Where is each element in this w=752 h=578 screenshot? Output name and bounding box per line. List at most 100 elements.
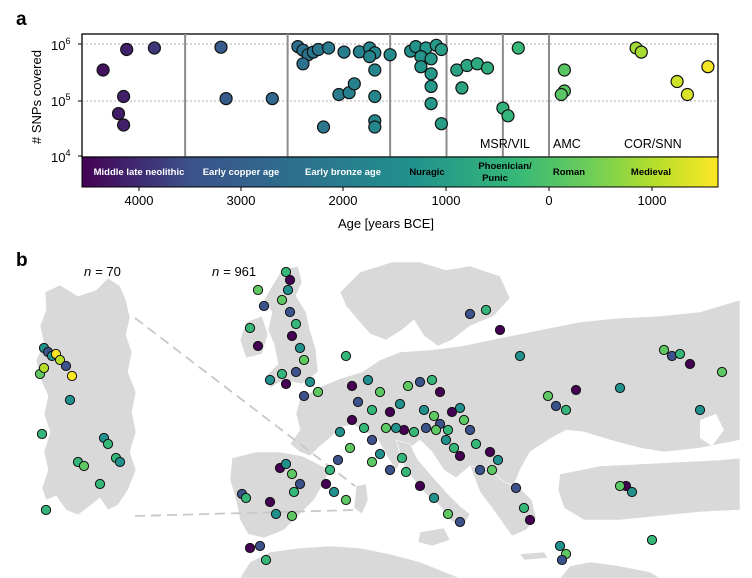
map-sample-point — [252, 340, 264, 352]
map-sample-point — [448, 442, 460, 454]
map-sample-point — [284, 274, 296, 286]
map-sample-point — [394, 398, 406, 410]
map-sample-point — [408, 426, 420, 438]
data-points — [96, 38, 715, 134]
map-sample-point — [240, 492, 252, 504]
map-sample-point — [396, 452, 408, 464]
data-point — [265, 91, 279, 106]
group-label-amc: AMC — [553, 137, 581, 151]
x-tick-2000: 2000 — [329, 193, 358, 208]
map-sample-point — [346, 380, 358, 392]
map-sample-point — [334, 426, 346, 438]
map-sample-point — [510, 482, 522, 494]
data-point — [501, 109, 515, 123]
map-sample-point — [36, 428, 48, 440]
y-tick-1e6: 106 — [51, 36, 70, 53]
sample-map: n = 70 n = 961 — [34, 261, 741, 578]
map-sample-point — [344, 442, 356, 454]
map-sample-point — [324, 464, 336, 476]
data-point — [383, 48, 397, 62]
map-sample-point — [486, 464, 498, 476]
map-sample-point — [258, 300, 270, 312]
map-sample-point — [418, 404, 430, 416]
map-sample-point — [294, 342, 306, 354]
map-sample-point — [454, 516, 466, 528]
map-sample-point — [554, 540, 566, 552]
map-sample-point — [484, 446, 496, 458]
data-point — [557, 63, 572, 77]
map-sample-point — [420, 422, 432, 434]
data-point — [322, 41, 336, 55]
period-colorbar — [81, 156, 719, 188]
map-sample-point — [54, 354, 66, 366]
data-point — [219, 91, 233, 106]
data-point — [414, 60, 428, 74]
data-point — [670, 74, 684, 89]
map-sample-point — [254, 540, 266, 552]
sardinia-map — [35, 277, 137, 516]
data-point — [96, 63, 110, 77]
zoom-line-bottom — [134, 509, 355, 517]
europe-map — [229, 261, 741, 578]
map-sample-point — [492, 454, 504, 466]
map-sample-point — [614, 480, 626, 492]
map-sample-point — [524, 514, 536, 526]
map-sample-point — [358, 422, 370, 434]
map-sample-point — [518, 502, 530, 514]
data-point — [116, 118, 131, 132]
map-sample-point — [658, 344, 670, 356]
period-phoenician-punic-line2: Punic — [482, 173, 508, 184]
map-sample-point — [280, 266, 292, 278]
period-early-copper-age: Early copper age — [203, 167, 280, 178]
map-sample-point — [626, 486, 638, 498]
map-sample-points — [34, 266, 728, 566]
map-sample-point — [400, 466, 412, 478]
map-sample-point — [284, 306, 296, 318]
map-sample-point — [352, 396, 364, 408]
data-point — [434, 117, 448, 131]
data-point — [480, 61, 495, 75]
data-point — [316, 120, 331, 134]
data-point — [120, 42, 134, 57]
map-sample-point — [244, 542, 256, 554]
panel-a-letter: a — [16, 9, 27, 30]
map-sample-point — [442, 424, 454, 436]
map-sample-point — [480, 304, 492, 316]
map-sample-point — [426, 374, 438, 386]
map-sample-point — [428, 410, 440, 422]
map-sample-point — [286, 330, 298, 342]
map-sample-point — [78, 460, 90, 472]
period-nuragic: Nuragic — [409, 167, 444, 178]
period-middle-late-neolithic: Middle late neolithic — [94, 167, 185, 178]
group-label-msr-vil: MSR/VIL — [480, 137, 530, 151]
x-tick-0: 0 — [545, 193, 552, 208]
map-sample-point — [60, 360, 72, 372]
y-axis-label: # SNPs covered — [29, 50, 44, 144]
map-sample-point — [434, 386, 446, 398]
data-point — [424, 79, 438, 94]
map-sample-point — [414, 480, 426, 492]
map-sample-point — [446, 406, 458, 418]
map-sample-point — [280, 378, 292, 390]
data-point — [368, 63, 382, 77]
europe-sample-count: n = 961 — [212, 264, 256, 279]
plot-frame — [81, 33, 719, 158]
map-sample-point — [94, 478, 106, 490]
map-sample-point — [244, 322, 256, 334]
data-point — [214, 40, 228, 54]
map-sample-point — [464, 308, 476, 320]
data-point — [554, 87, 568, 102]
period-separators — [184, 34, 550, 157]
map-sample-point — [384, 464, 396, 476]
x-axis-label: Age [years BCE] — [338, 216, 434, 231]
map-sample-point — [684, 358, 696, 370]
data-point — [634, 45, 648, 59]
data-point — [111, 106, 126, 121]
map-sample-point — [414, 376, 426, 388]
map-sample-point — [374, 386, 386, 398]
data-point — [424, 52, 438, 66]
map-sample-point — [542, 390, 554, 402]
data-point — [455, 81, 469, 95]
map-sample-point — [282, 284, 294, 296]
